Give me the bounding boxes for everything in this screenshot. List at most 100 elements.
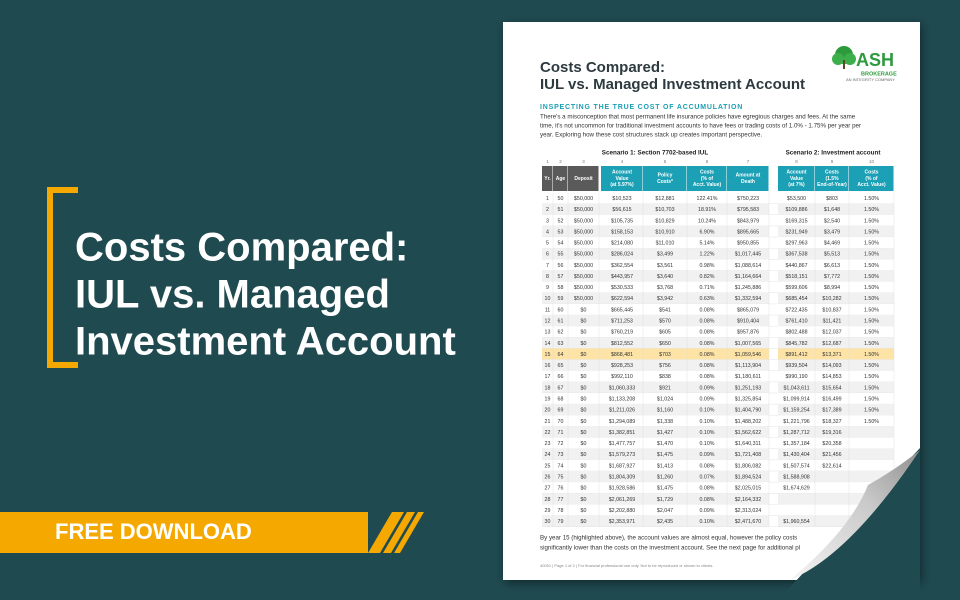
- header-text: Yr.: [544, 176, 551, 182]
- table-cell: $17,389: [822, 408, 841, 414]
- row-band: [542, 237, 769, 249]
- table-cell: $367,538: [785, 252, 807, 258]
- table-cell: $802,488: [785, 330, 807, 336]
- table-cell: $0: [581, 508, 587, 514]
- table-cell: 1.50%: [864, 319, 879, 325]
- table-cell: 10.24%: [698, 218, 716, 224]
- table-cell: $0: [581, 307, 587, 313]
- table-cell: 8: [546, 274, 549, 280]
- table-cell: 74: [558, 463, 564, 469]
- table-cell: 1.50%: [864, 296, 879, 302]
- table-cell: $756: [659, 363, 671, 369]
- table-cell: $843,979: [737, 218, 759, 224]
- table-cell: $812,552: [611, 341, 633, 347]
- table-cell: $1,357,184: [783, 441, 810, 447]
- table-cell: $50,000: [574, 229, 593, 235]
- table-cell: $3,640: [657, 274, 673, 280]
- table-cell: 5.14%: [699, 241, 714, 247]
- table-cell: $1,133,208: [609, 396, 636, 402]
- table-cell: $1,060,333: [609, 385, 636, 391]
- logo-tree: [832, 46, 856, 69]
- table-cell: $10,282: [822, 296, 841, 302]
- table-cell: $760,219: [611, 330, 633, 336]
- table-cell: $11,010: [656, 241, 675, 247]
- table-cell: $1,024: [657, 396, 673, 402]
- header-text: Death: [741, 179, 755, 185]
- table-cell: $939,504: [785, 363, 807, 369]
- row-band: [542, 404, 769, 416]
- table-cell: $50,000: [574, 296, 593, 302]
- table-cell: 1.50%: [864, 274, 879, 280]
- banner-title-line: IUL vs. Managed: [75, 273, 390, 317]
- table-cell: 54: [558, 241, 564, 247]
- header-cell: [849, 166, 894, 191]
- table-cell: $0: [581, 430, 587, 436]
- table-cell: 60: [558, 307, 564, 313]
- row-band: [542, 326, 769, 338]
- table-cell: $990,190: [785, 374, 807, 380]
- table-cell: $50,000: [574, 252, 593, 258]
- table-cell: $169,315: [785, 218, 807, 224]
- table-cell: $1,382,851: [609, 430, 636, 436]
- table-cell: 71: [558, 430, 564, 436]
- row-band: [542, 348, 769, 360]
- table-cell: 1.50%: [864, 263, 879, 269]
- table-cell: 30: [545, 519, 551, 525]
- table-cell: $16,499: [822, 396, 841, 402]
- table-cell: $50,000: [574, 218, 593, 224]
- table-cell: $105,735: [611, 218, 633, 224]
- table-cell: 1.50%: [864, 396, 879, 402]
- table-cell: $1,475: [657, 452, 673, 458]
- header-cell: [727, 166, 769, 191]
- table-cell: $685,454: [785, 296, 807, 302]
- row-band: [542, 337, 769, 349]
- intro-line: time, it's not uncommon for traditional …: [540, 123, 861, 130]
- table-cell: $1,648: [824, 207, 840, 213]
- table-cell: 7: [546, 263, 549, 269]
- table-cell: $622,594: [611, 296, 633, 302]
- column-number: 2: [559, 159, 562, 164]
- table-cell: 1.22%: [699, 252, 714, 258]
- table-cell: 64: [558, 352, 564, 358]
- table-cell: $1,477,757: [609, 441, 636, 447]
- table-cell: $10,910: [655, 229, 674, 235]
- table-cell: $10,829: [655, 218, 674, 224]
- table-cell: $0: [581, 396, 587, 402]
- table-cell: 17: [545, 374, 551, 380]
- closing-line: significantly lower than the costs on th…: [540, 545, 800, 552]
- table-cell: 19: [545, 396, 551, 402]
- table-cell: $1,294,089: [609, 419, 636, 425]
- table-cell: $921: [659, 385, 671, 391]
- table-cell: $1,059,546: [735, 352, 762, 358]
- table-cell: $2,540: [824, 218, 840, 224]
- row-band: [778, 415, 894, 427]
- header-text: Value: [615, 176, 628, 182]
- table-cell: 25: [545, 463, 551, 469]
- table-cell: 0.98%: [699, 263, 714, 269]
- table-cell: 0.09%: [699, 508, 714, 514]
- table-cell: $570: [659, 319, 671, 325]
- column-number: 1: [546, 159, 549, 164]
- header-text: Amount at: [736, 173, 761, 179]
- table-cell: $231,949: [785, 229, 807, 235]
- closing-line: By year 15 (highlighted above), the acco…: [540, 535, 797, 542]
- table-cell: $761,410: [785, 319, 807, 325]
- table-cell: $530,533: [611, 285, 633, 291]
- row-band: [778, 504, 894, 516]
- table-cell: $711,253: [611, 319, 633, 325]
- table-cell: 0.08%: [699, 341, 714, 347]
- table-cell: $3,768: [657, 285, 673, 291]
- banner-title: Costs Compared:IUL vs. ManagedInvestment…: [75, 226, 456, 364]
- table-cell: $440,867: [785, 263, 807, 269]
- table-cell: $1,332,594: [735, 296, 762, 302]
- header-text: Costs: [700, 170, 714, 176]
- table-cell: $0: [581, 330, 587, 336]
- logo-sub: BROKERAGE: [861, 71, 897, 77]
- row-band: [778, 281, 894, 293]
- banner-title-line: Investment Account: [75, 320, 456, 364]
- table-cell: $0: [581, 463, 587, 469]
- table-cell: $8,994: [824, 285, 840, 291]
- cta-text[interactable]: FREE DOWNLOAD: [55, 519, 252, 544]
- table-cell: 67: [558, 385, 564, 391]
